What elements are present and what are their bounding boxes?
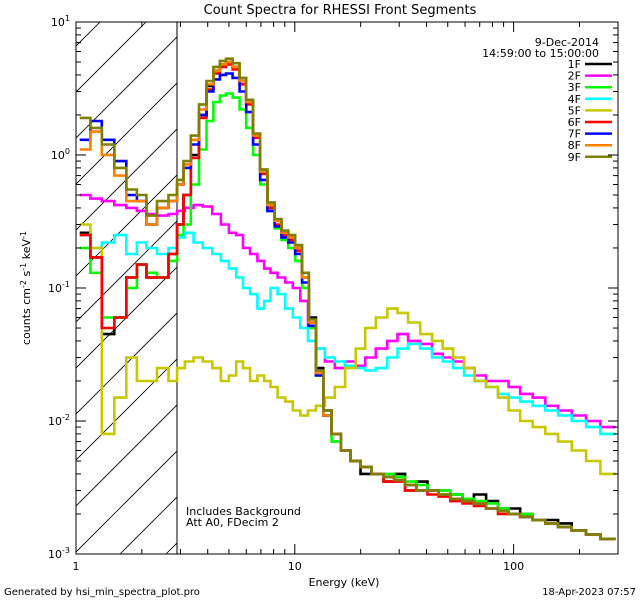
y-tick-label-base: 10: [48, 415, 62, 428]
y-tick-label: 10-2: [48, 413, 70, 428]
chart-title: Count Spectra for RHESSI Front Segments: [204, 3, 477, 18]
x-tick-label: 10: [288, 560, 302, 573]
y-axis-label-part3: keV: [20, 239, 33, 263]
annotation-background: Includes Background: [186, 505, 301, 518]
x-tick-label: 100: [503, 560, 524, 573]
hatch-line: [76, 82, 177, 185]
legend-label-8F: 8F: [568, 139, 581, 152]
generated-by-label: Generated by hsi_min_spectra_plot.pro: [4, 587, 200, 598]
legend-label-9F: 9F: [568, 151, 581, 164]
x-tick-label: 1: [73, 560, 80, 573]
hatch-line: [76, 36, 177, 139]
legend-label-3F: 3F: [568, 81, 581, 94]
y-axis-label-exp1: -2: [19, 280, 28, 288]
annotation-attenuator: Att A0, FDecim 2: [186, 516, 279, 529]
hatch-line: [0, 0, 82, 554]
series-line-9F: [79, 57, 616, 541]
legend-label-6F: 6F: [568, 116, 581, 129]
legend-label-1F: 1F: [568, 58, 581, 71]
hatch-line: [76, 450, 177, 553]
y-tick-label: 100: [51, 147, 70, 162]
y-tick-label: 101: [51, 14, 70, 29]
y-axis-label: counts cm-2 s-1 keV-1: [19, 231, 33, 345]
y-tick-label-base: 10: [48, 282, 62, 295]
y-tick-label-base: 10: [51, 149, 65, 162]
plot-area: [75, 21, 619, 555]
legend-label-2F: 2F: [568, 70, 581, 83]
x-axis-label: Energy (keV): [309, 576, 380, 589]
y-tick-label-exp: 0: [65, 147, 70, 156]
y-tick-label: 10-1: [48, 280, 70, 295]
hatch-line: [76, 220, 177, 323]
hatch-line: [76, 174, 177, 277]
hatch-line: [76, 404, 177, 507]
series-line-5F: [79, 223, 616, 476]
series-layer: [79, 57, 616, 541]
y-axis-label-part2: s: [20, 270, 33, 279]
y-axis-label-exp2: -1: [19, 263, 28, 271]
y-tick-label-exp: 1: [65, 14, 70, 23]
y-tick-label-base: 10: [51, 16, 65, 29]
y-tick-label-exp: -1: [62, 280, 70, 289]
legend-label-7F: 7F: [568, 128, 581, 141]
legend-label-4F: 4F: [568, 93, 581, 106]
date-label: 9-Dec-2014: [535, 36, 599, 49]
hatch-line: [76, 22, 147, 93]
y-tick-label-exp: -2: [62, 413, 70, 422]
y-tick-label: 10-3: [48, 546, 70, 561]
y-axis-label-exp3: -1: [19, 231, 28, 239]
y-tick-label-exp: -3: [62, 546, 70, 555]
hatch-line: [76, 266, 177, 369]
legend-label-5F: 5F: [568, 104, 581, 117]
timestamp-label: 18-Apr-2023 07:57: [542, 587, 636, 598]
y-axis-label-text: counts cm-2 s-1 keV-1: [19, 231, 33, 345]
y-axis-label-part1: counts cm: [20, 288, 33, 345]
hatched-region: [0, 0, 177, 554]
y-tick-label-base: 10: [48, 548, 62, 561]
time-range-label: 14:59:00 to 15:00:00: [482, 47, 599, 60]
